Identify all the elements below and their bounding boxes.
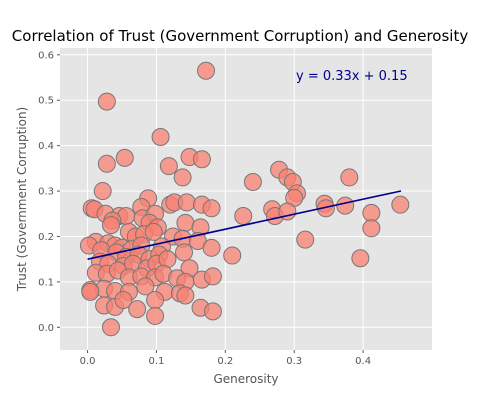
data-point [197,61,216,80]
data-point [391,195,410,214]
x-tick-label: 0.2 [217,356,233,367]
data-point [136,277,155,296]
data-point [128,300,147,319]
data-point [176,213,195,232]
data-point [115,148,134,167]
y-axis-label: Trust (Government Corruption) [15,107,29,292]
y-tick-label: 0.0 [38,323,54,334]
data-point [114,291,133,310]
data-point [340,168,359,187]
chart-title: Correlation of Trust (Government Corrupt… [12,27,469,45]
x-tick-labels: 0.0 0.1 0.2 0.3 0.4 [80,350,371,367]
data-point [151,128,170,147]
data-point [223,246,242,265]
data-point [336,196,355,215]
data-point [203,267,222,286]
regression-line [87,190,402,260]
data-point [316,199,335,218]
data-point [243,172,262,191]
y-tick-label: 0.2 [38,232,54,243]
regression-equation: y = 0.33x + 0.15 [296,69,408,84]
data-point [362,219,381,238]
data-point [192,150,211,169]
data-point [93,182,112,201]
y-tick-label: 0.6 [38,50,54,61]
y-tick-label: 0.1 [38,277,54,288]
data-point [177,193,196,212]
data-point [146,306,165,325]
data-point [202,199,221,218]
x-axis-label: Generosity [213,372,278,386]
x-tick-label: 0.1 [148,356,164,367]
x-tick-label: 0.3 [286,356,302,367]
data-point [97,92,116,111]
y-tick-labels: 0.0 0.1 0.2 0.3 0.4 0.5 0.6 [38,50,60,334]
data-point [173,168,192,187]
data-point [176,286,195,305]
data-point [159,157,178,176]
data-point [175,243,193,262]
data-point [278,202,297,221]
x-tick-label: 0.4 [355,356,371,367]
y-tick-label: 0.5 [38,96,54,107]
data-point [234,207,253,226]
data-point [296,230,315,249]
data-point [101,318,120,337]
x-tick-label: 0.0 [80,356,96,367]
data-point [351,249,370,268]
data-point [97,154,116,173]
data-point [144,222,163,241]
y-tick-label: 0.4 [38,141,54,152]
data-point [101,216,120,235]
data-point [81,282,100,301]
data-point [202,238,221,257]
data-point [362,203,381,222]
data-point [203,302,222,321]
data-point [146,291,165,310]
y-tick-label: 0.3 [38,187,54,198]
